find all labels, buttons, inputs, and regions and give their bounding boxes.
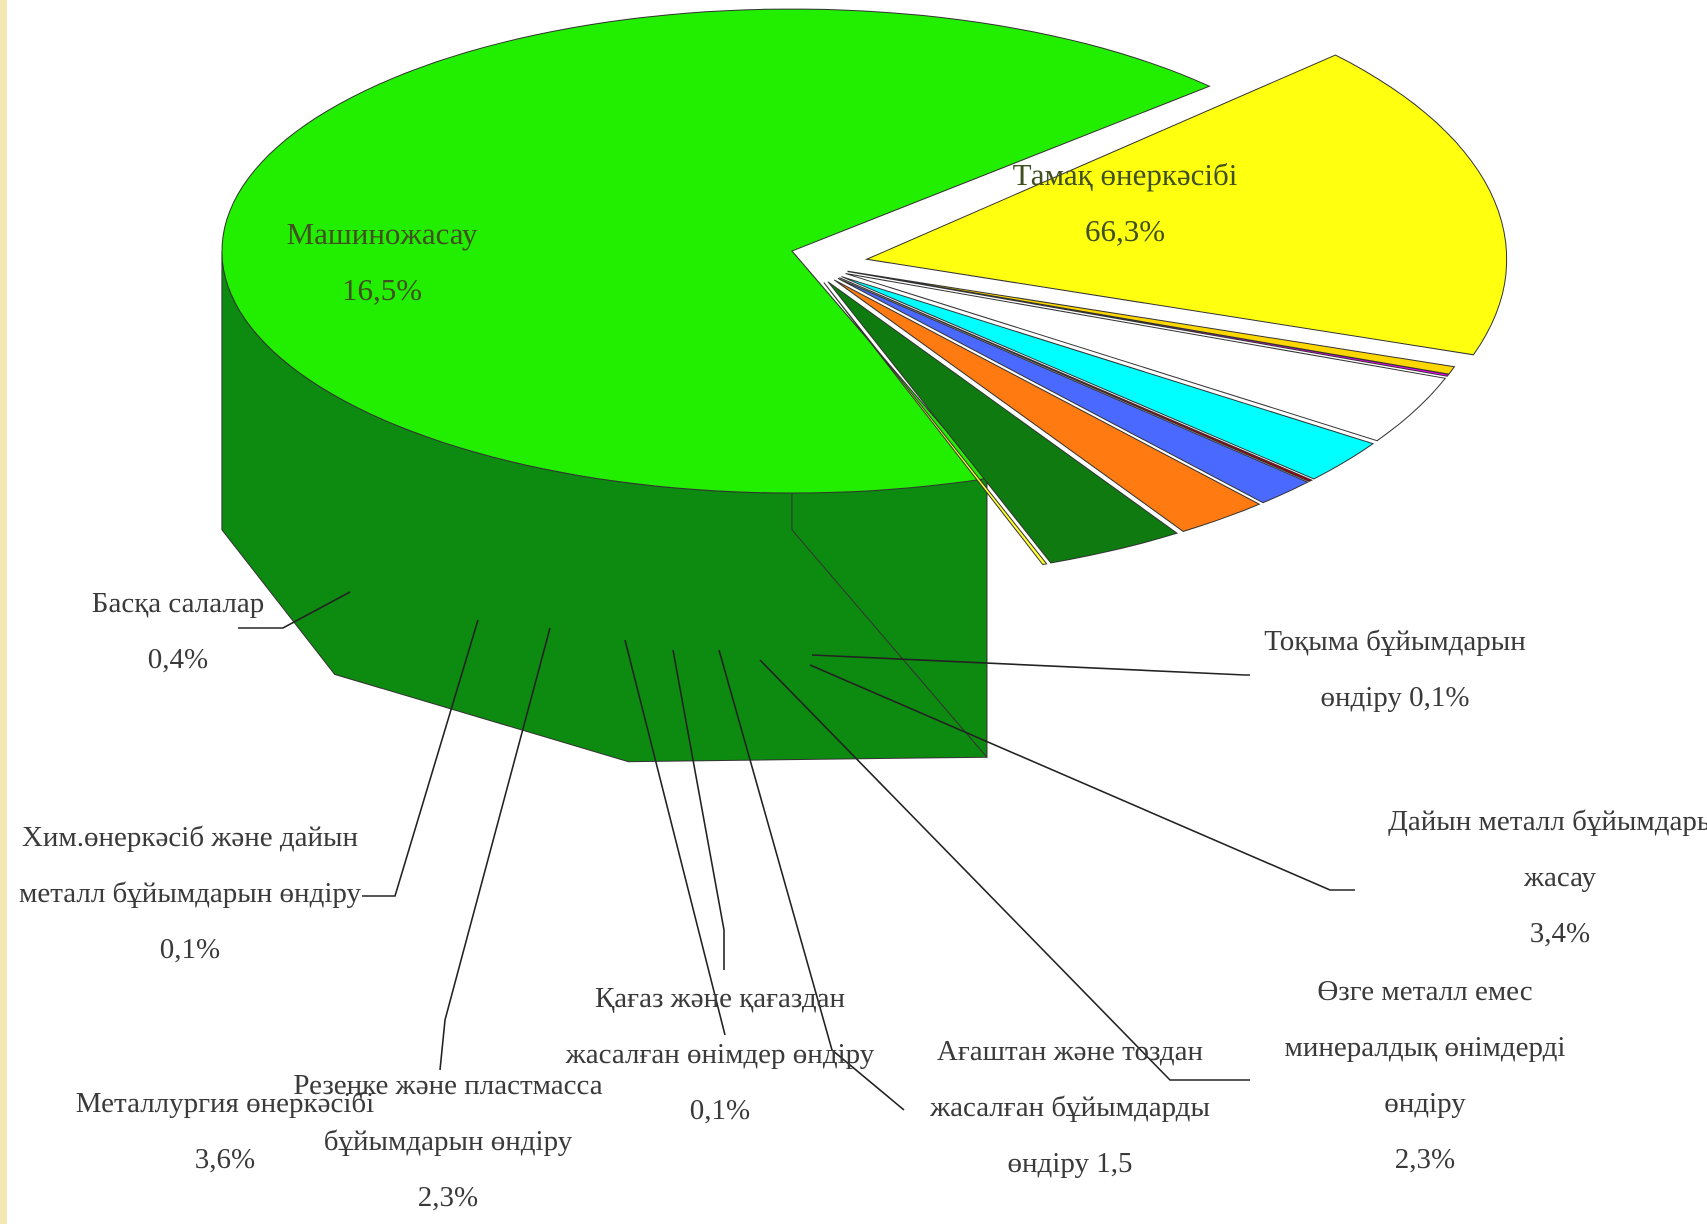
slice-label-line: минералдық өнімдерді (1285, 1031, 1566, 1063)
slice-label-line: Өзге металл емес (1317, 975, 1532, 1007)
slice-label-1: Машинoжасау 16,5% (287, 216, 478, 307)
slice-label-line: жасалған өнімдер өндіру (565, 1038, 875, 1070)
slice-label-line: жасау (1523, 861, 1597, 893)
slice-1 (864, 54, 1508, 356)
slice-label-3: Хим.өнеркәсіб және дайын металл бұйымдары… (19, 821, 362, 965)
slice-label-line: бұйымдарын өндіру (324, 1125, 573, 1157)
slice-7 (837, 277, 1309, 504)
slice-label-line: Тамақ өнеркәсібі (1013, 157, 1238, 192)
slice-label-4: Металлургия өнеркәсібі 3,6% (76, 1087, 374, 1175)
slice-label-line: Қағаз және қағаздан (595, 982, 845, 1014)
slice-label-line: Дайын металл бұйымдарын (1388, 805, 1707, 837)
leader-line-8 (759, 659, 1250, 1081)
leader-line-4 (439, 627, 551, 1071)
slice-4 (845, 273, 1447, 442)
slice-label-5: Резеңке және пластмасса бұйымдарын өндіру… (293, 1069, 602, 1213)
slice-label-line: Басқа салалар (92, 587, 264, 619)
slice-label-line: Ағаштан және тоздан (937, 1035, 1203, 1067)
slice-8 (833, 279, 1261, 532)
slice-0 (221, 8, 1211, 494)
slice-9 (827, 281, 1179, 564)
slice-label-7: Ағаштан және тоздан жасалған бұйымдарды өн… (929, 1035, 1210, 1179)
slice-label-line: 2,3% (418, 1181, 478, 1213)
slice-label-line: 3,4% (1530, 917, 1590, 949)
slice-label-line: 2,3% (1395, 1143, 1455, 1175)
slice-label-line: 66,3% (1085, 213, 1165, 248)
slice-label-line: Металлургия өнеркәсібі (76, 1087, 374, 1119)
slice-label-line: өндіру (1384, 1087, 1466, 1119)
slice-label-2: Басқа салалар 0,4% (92, 587, 264, 675)
slice-3 (847, 270, 1450, 377)
leader-line-6 (672, 649, 725, 970)
leader-line-7 (718, 649, 905, 1111)
slice-label-6: Қағаз және қағаздан жасалған өнімдер өнді… (565, 982, 875, 1126)
slice-label-0: Тамақ өнеркәсібі 66,3% (1013, 157, 1238, 248)
leader-line-10 (811, 654, 1250, 676)
slice-label-10: Тоқыма бұйымдарын өндіру 0,1% (1264, 625, 1526, 713)
slice-label-line: Резеңке және пластмасса (293, 1069, 602, 1101)
slice-label-line: жасалған бұйымдарды (929, 1091, 1210, 1123)
slice-6 (839, 277, 1314, 483)
slide-edge-strip (0, 0, 7, 1224)
slice-label-line: металл бұйымдарын өндіру (19, 877, 362, 909)
slice-label-line: Хим.өнеркәсіб және дайын (22, 821, 358, 853)
leader-line-3 (362, 619, 479, 897)
slice-label-line: Машинoжасау (287, 216, 478, 251)
slice-label-9: Дайын металл бұйымдарын жасау 3,4% (1388, 805, 1707, 949)
slice-label-line: 0,4% (148, 643, 208, 675)
leader-line-5 (624, 639, 726, 1036)
slice-label-line: өндіру 1,5 (1008, 1147, 1133, 1179)
slice-label-8: Өзге металл емес минералдық өнімдерді өнді… (1285, 975, 1566, 1175)
slice-label-line: өндіру 0,1% (1320, 681, 1469, 713)
slice-label-line: 3,6% (195, 1143, 255, 1175)
slice-label-line: 16,5% (342, 272, 422, 307)
slice-10 (823, 282, 1048, 566)
leader-line-2 (238, 591, 351, 629)
slice-label-line: 0,1% (160, 933, 220, 965)
slice-label-line: Тоқыма бұйымдарын (1264, 625, 1526, 657)
slice-5 (841, 276, 1375, 480)
leader-line-9 (809, 664, 1355, 891)
slice-label-line: 0,1% (690, 1094, 750, 1126)
